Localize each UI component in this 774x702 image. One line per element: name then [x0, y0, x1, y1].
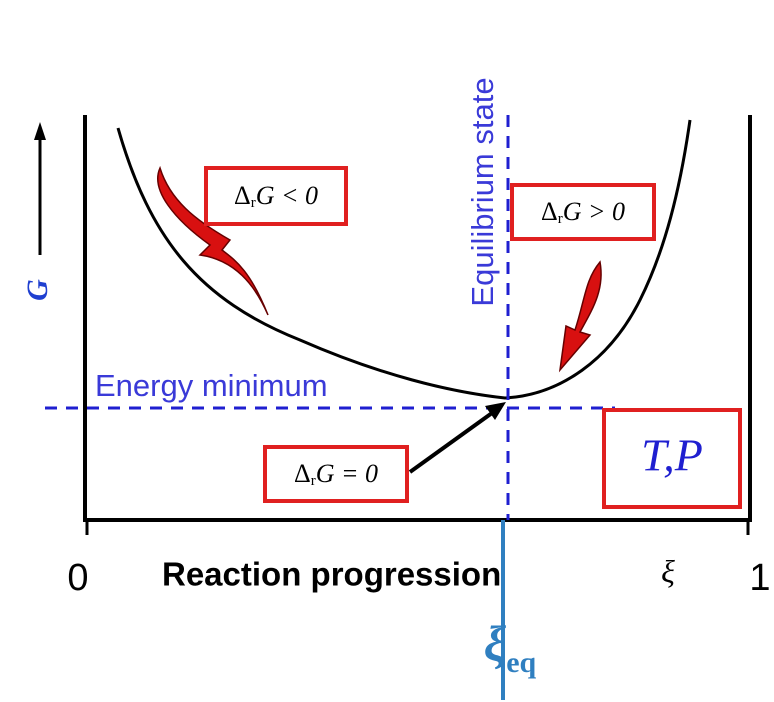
red-arrow — [560, 262, 601, 370]
pointer — [410, 413, 492, 472]
box-label: ΔrG = 0 — [294, 459, 378, 489]
x-symbol: ξ — [661, 553, 675, 589]
equilibrium-label: Equilibrium state — [465, 77, 500, 306]
g-arrowhead — [34, 122, 46, 140]
x-label: Reaction progression — [162, 556, 501, 593]
diagram: G Equilibrium state Energy minimum ΔrG <… — [0, 0, 774, 702]
box-label: ΔrG > 0 — [541, 197, 625, 227]
conditions-label: T,P — [641, 430, 703, 481]
minimum-label: Energy minimum — [95, 368, 328, 403]
equilibrium-symbol: ξeq — [484, 615, 537, 679]
end-label: 1 — [749, 557, 770, 599]
y-label: G — [21, 279, 54, 301]
box-label: ΔrG < 0 — [234, 181, 318, 211]
origin-label: 0 — [67, 557, 88, 599]
gibbs-curve — [118, 120, 690, 398]
